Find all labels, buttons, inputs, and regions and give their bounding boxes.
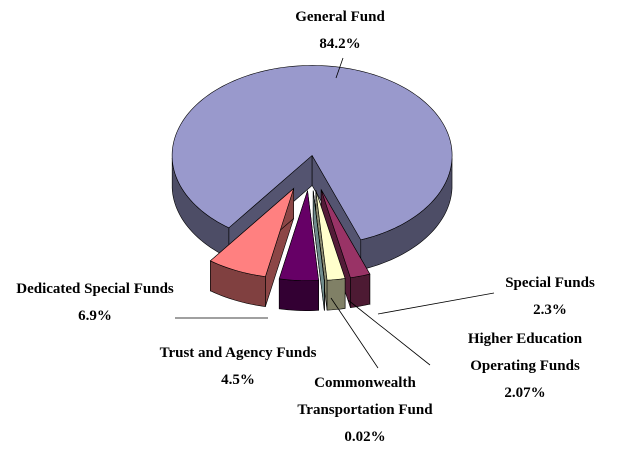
label: Higher Education Operating Funds 2.07% (440, 326, 610, 407)
value-label: 84.2% (319, 36, 361, 52)
slice-wall (350, 273, 371, 309)
category-label: Dedicated Special Funds (16, 281, 174, 297)
value-label: 0.02% (344, 429, 386, 445)
category-label: Higher Education Operating Funds (467, 331, 583, 374)
label: Commonwealth Transportation Fund 0.02% (295, 370, 435, 451)
slice (315, 190, 346, 281)
category-label: Commonwealth Transportation Fund (297, 375, 433, 418)
leader-lines (175, 57, 495, 369)
value-label: 6.9% (78, 308, 112, 324)
slice (320, 189, 371, 279)
leader-line (377, 292, 495, 315)
category-label: Trust and Agency Funds (159, 345, 317, 361)
value-label: 2.3% (533, 302, 567, 318)
value-label: 2.07% (504, 385, 546, 401)
slice-wall (278, 278, 319, 311)
leader-line (347, 299, 431, 366)
value-label: 4.5% (221, 372, 255, 388)
category-label: General Fund (295, 9, 385, 25)
leader-line (335, 57, 344, 79)
slice (278, 190, 319, 281)
category-label: Special Funds (505, 275, 595, 291)
slice (312, 190, 325, 281)
label: Special Funds 2.3% (470, 270, 620, 324)
label: Dedicated Special Funds 6.9% (10, 276, 180, 330)
leader-line (330, 297, 379, 369)
label: Trust and Agency Funds 4.5% (155, 340, 321, 394)
label: General Fund 84.2% (255, 4, 425, 58)
slice (171, 65, 453, 241)
slice (209, 187, 295, 277)
